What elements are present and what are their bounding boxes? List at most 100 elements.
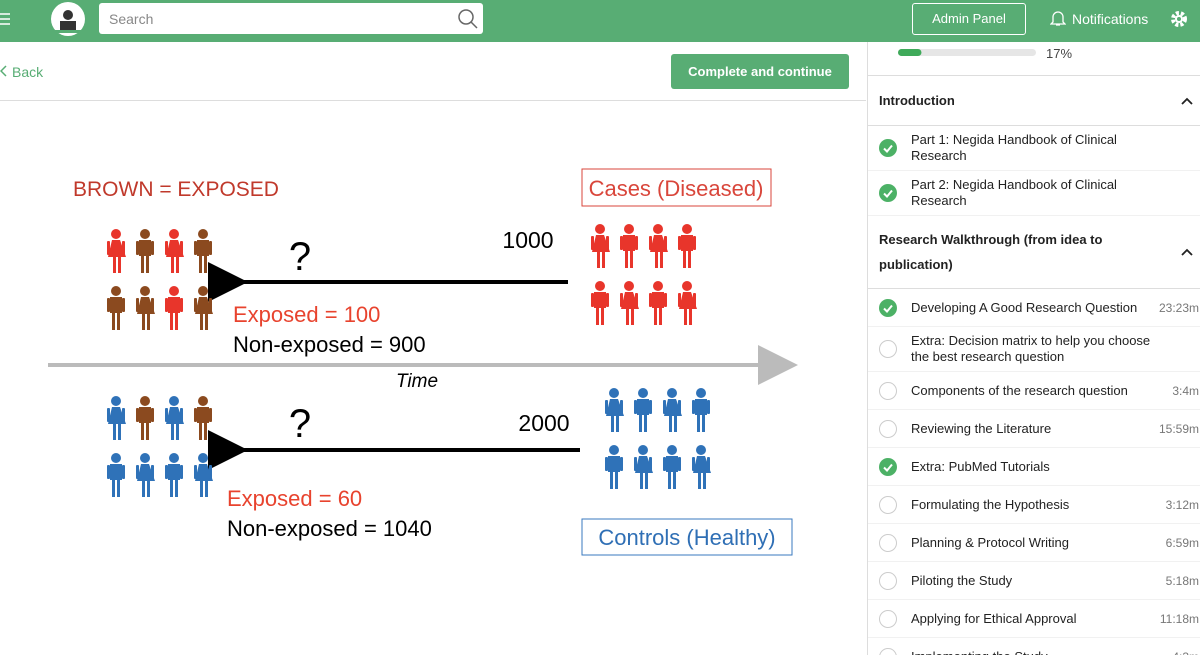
legend-text: BROWN = EXPOSED bbox=[73, 178, 279, 201]
person-icon bbox=[136, 453, 155, 497]
empty-circle bbox=[879, 647, 897, 655]
lesson-row[interactable]: Developing A Good Research Question 23:23… bbox=[868, 289, 1200, 327]
lesson-row[interactable]: Extra: Decision matrix to help you choos… bbox=[868, 327, 1200, 372]
lesson-row[interactable]: Implementing the Study 4:3m bbox=[868, 638, 1200, 655]
lesson-title: Extra: Decision matrix to help you choos… bbox=[911, 333, 1151, 364]
person-icon bbox=[678, 224, 696, 268]
check-icon bbox=[879, 139, 897, 157]
lesson-list: Introduction Part 1: Negida Handbook of C… bbox=[868, 76, 1200, 655]
lesson-title: Applying for Ethical Approval bbox=[911, 610, 1077, 626]
notifications-link[interactable]: Notifications bbox=[1072, 11, 1149, 27]
lesson-row[interactable]: Reviewing the Literature 15:59m bbox=[868, 410, 1200, 448]
lesson-title: Piloting the Study bbox=[911, 572, 1013, 588]
progress-bar bbox=[898, 49, 1036, 56]
settings-icon[interactable] bbox=[1170, 10, 1188, 28]
complete-button[interactable]: Complete and continue bbox=[671, 54, 849, 89]
person-icon bbox=[136, 229, 154, 273]
person-icon bbox=[678, 281, 697, 325]
empty-circle bbox=[879, 419, 897, 438]
section-title: Introduction bbox=[879, 93, 955, 108]
person-icon bbox=[591, 224, 610, 268]
progress-label: 17% bbox=[1046, 46, 1073, 61]
lesson-row[interactable]: Planning & Protocol Writing 6:59m bbox=[868, 524, 1200, 562]
empty-circle bbox=[879, 609, 897, 628]
lesson-title: Part 1: Negida Handbook of Clinical Rese… bbox=[911, 132, 1117, 163]
person-icon bbox=[165, 453, 183, 497]
progress-fill bbox=[898, 49, 922, 56]
person-icon bbox=[634, 388, 652, 432]
search-input[interactable]: Search bbox=[99, 3, 483, 34]
person-icon bbox=[107, 286, 125, 330]
lesson-row[interactable]: Extra: PubMed Tutorials bbox=[868, 448, 1200, 486]
admin-button[interactable]: Admin Panel bbox=[912, 3, 1026, 35]
person-icon bbox=[165, 396, 184, 440]
menu-icon[interactable] bbox=[0, 12, 12, 28]
chevron[interactable] bbox=[1181, 97, 1193, 105]
person-icon bbox=[692, 445, 711, 489]
controls-non-exposed: Non-exposed = 1040 bbox=[227, 516, 432, 541]
controls-box bbox=[581, 518, 793, 556]
lesson-title: Extra: PubMed Tutorials bbox=[911, 458, 1050, 474]
lesson-title: Planning & Protocol Writing bbox=[911, 534, 1070, 550]
lesson-duration: 6:59m bbox=[1165, 535, 1199, 550]
back-link[interactable]: Back bbox=[12, 64, 44, 80]
lesson-row[interactable]: Part 2: Negida Handbook of Clinical Rese… bbox=[868, 171, 1200, 216]
search-icon[interactable] bbox=[457, 8, 479, 30]
empty-circle bbox=[879, 340, 897, 358]
person-icon bbox=[165, 286, 183, 330]
lesson-duration: 3:4m bbox=[1172, 383, 1199, 398]
check-icon bbox=[879, 184, 897, 202]
check-icon bbox=[879, 457, 897, 476]
cases-count: 1000 bbox=[502, 227, 553, 253]
progress-row: 17% bbox=[868, 42, 1200, 76]
lesson-title: Formulating the Hypothesis bbox=[911, 496, 1070, 512]
chevron[interactable] bbox=[1181, 248, 1193, 256]
person-icon bbox=[692, 388, 710, 432]
logo[interactable] bbox=[50, 1, 86, 37]
top-bar: Search Admin Panel Notifications bbox=[0, 0, 1200, 42]
back-icon[interactable] bbox=[0, 65, 8, 77]
lesson-title: Part 2: Negida Handbook of Clinical Rese… bbox=[911, 177, 1117, 208]
person-icon bbox=[620, 281, 639, 325]
person-icon bbox=[165, 229, 184, 273]
lesson-row[interactable]: Piloting the Study 5:18m bbox=[868, 562, 1200, 600]
lesson-duration: 15:59m bbox=[1158, 421, 1199, 436]
empty-circle bbox=[879, 381, 897, 400]
cases-exposed: Exposed = 100 bbox=[233, 302, 380, 327]
person-icon bbox=[605, 388, 624, 432]
person-icon bbox=[649, 224, 668, 268]
lesson-row[interactable]: Part 1: Negida Handbook of Clinical Rese… bbox=[868, 126, 1200, 171]
section-header[interactable]: Introduction bbox=[868, 76, 1200, 126]
person-icon bbox=[136, 286, 155, 330]
lesson-title: Components of the research question bbox=[911, 382, 1128, 398]
section-title: Research Walkthrough (from idea to publi… bbox=[879, 232, 1103, 272]
bell-icon[interactable] bbox=[1050, 9, 1066, 27]
lesson-row[interactable]: Formulating the Hypothesis 3:12m bbox=[868, 486, 1200, 524]
question-mark: ? bbox=[289, 402, 311, 446]
person-icon bbox=[649, 281, 667, 325]
lesson-title: Reviewing the Literature bbox=[911, 420, 1052, 436]
lesson-duration: 4:3m bbox=[1172, 649, 1199, 655]
lesson-row[interactable]: Components of the research question 3:4m bbox=[868, 372, 1200, 410]
person-icon bbox=[194, 453, 213, 497]
empty-circle bbox=[879, 533, 897, 552]
cases-label: Cases (Diseased) bbox=[589, 176, 764, 201]
person-icon bbox=[107, 229, 126, 273]
lesson-title: Developing A Good Research Question bbox=[911, 299, 1138, 315]
person-icon bbox=[620, 224, 638, 268]
person-icon bbox=[591, 281, 609, 325]
empty-circle bbox=[879, 495, 897, 514]
person-icon bbox=[634, 445, 653, 489]
cases-non-exposed: Non-exposed = 900 bbox=[233, 332, 426, 357]
person-icon bbox=[663, 445, 681, 489]
person-icon bbox=[107, 453, 125, 497]
person-icon bbox=[194, 396, 212, 440]
check-icon bbox=[879, 298, 897, 317]
person-icon bbox=[663, 388, 682, 432]
lesson-row[interactable]: Applying for Ethical Approval 11:18m bbox=[868, 600, 1200, 638]
time-label: Time bbox=[396, 371, 438, 392]
controls-count: 2000 bbox=[518, 410, 569, 436]
person-icon bbox=[194, 229, 212, 273]
section-header[interactable]: Research Walkthrough (from idea to publi… bbox=[868, 216, 1200, 289]
lesson-duration: 23:23m bbox=[1158, 300, 1199, 315]
